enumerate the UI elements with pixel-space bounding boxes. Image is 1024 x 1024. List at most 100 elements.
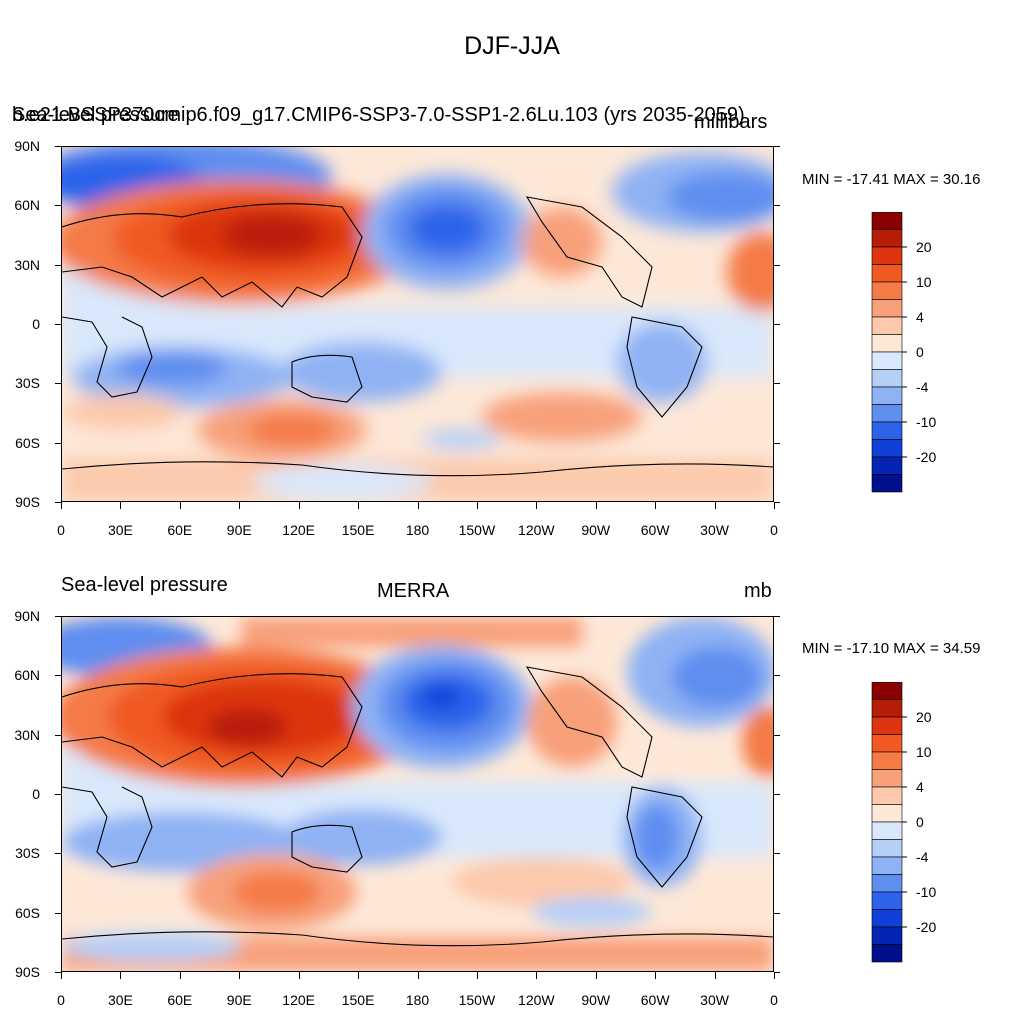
y-tick-mark <box>774 853 780 855</box>
y-tick-mark <box>55 734 61 736</box>
x-tick-label: 180 <box>405 522 430 538</box>
colorbar-swatch <box>871 944 903 963</box>
x-tick-mark <box>358 502 360 509</box>
x-tick-mark <box>595 972 597 979</box>
colorbar-swatch <box>871 456 903 475</box>
colorbar-swatch <box>871 874 903 893</box>
y-tick-mark <box>55 675 61 677</box>
y-tick-mark <box>774 794 780 795</box>
x-tick-label: 30W <box>700 992 729 1008</box>
y-tick-mark <box>774 616 780 617</box>
x-tick-mark <box>417 972 419 979</box>
y-tick-mark <box>55 972 61 973</box>
x-tick-mark <box>774 972 775 979</box>
x-tick-label: 60E <box>167 522 193 538</box>
y-tick-label: 90S <box>15 964 40 980</box>
x-tick-label: 150W <box>458 992 496 1008</box>
colorbar-swatch <box>871 821 903 840</box>
x-tick-mark <box>714 972 716 979</box>
y-tick-mark <box>55 502 61 503</box>
colorbar: 20 10 4 0 -4 -10 -20 <box>871 212 936 493</box>
y-tick-mark <box>55 912 61 914</box>
colorbar-swatch <box>871 751 903 770</box>
colorbar-label: 10 <box>916 274 932 290</box>
colorbar-label: 4 <box>916 309 924 325</box>
colorbar-swatch <box>871 891 903 910</box>
y-tick-mark <box>55 146 61 147</box>
x-tick-mark <box>239 502 241 509</box>
x-tick-mark <box>774 502 775 509</box>
colorbar-swatch <box>871 264 903 283</box>
x-tick-mark <box>417 502 419 509</box>
panel-units: mb <box>744 580 772 602</box>
y-tick-label: 60N <box>14 197 40 214</box>
panel-variable-label: Sea-level pressure <box>12 104 179 126</box>
y-tick-label: 60N <box>14 667 40 684</box>
x-tick-label: 90W <box>581 522 611 538</box>
colorbar-label: 0 <box>916 814 924 830</box>
colorbar: 20 10 4 0 -4 -10 -20 <box>871 682 936 963</box>
y-tick-label: 90S <box>15 494 40 510</box>
y-tick-label: 0 <box>32 786 40 802</box>
panel-units: millibars <box>694 111 768 133</box>
colorbar-swatch <box>871 421 903 440</box>
colorbar-swatch <box>871 212 903 230</box>
x-tick-mark <box>655 502 657 509</box>
x-tick-mark <box>179 502 181 509</box>
colorbar-label: -4 <box>916 379 929 395</box>
x-tick-label: 0 <box>770 992 778 1008</box>
y-tick-mark <box>774 442 780 444</box>
x-tick-mark <box>120 972 122 979</box>
colorbar-swatch <box>871 926 903 945</box>
y-tick-label: 30S <box>15 845 40 862</box>
x-tick-label: 150E <box>341 992 375 1008</box>
colorbar-swatch <box>871 439 903 458</box>
y-tick-mark <box>55 616 61 617</box>
x-tick-label: 90E <box>226 522 252 538</box>
colorbar-swatch <box>871 769 903 788</box>
colorbar-swatch <box>871 246 903 265</box>
colorbar-swatch <box>871 369 903 388</box>
x-tick-label: 0 <box>57 992 65 1008</box>
x-tick-mark <box>536 972 538 979</box>
panel-variable-label: Sea-level pressure <box>61 574 228 596</box>
colorbar-label: -10 <box>916 414 936 430</box>
y-tick-mark <box>55 794 61 795</box>
x-tick-label: 0 <box>57 522 65 538</box>
y-tick-mark <box>774 734 780 736</box>
x-tick-label: 30E <box>107 522 133 538</box>
x-tick-label: 120W <box>518 992 555 1008</box>
colorbar-label: 20 <box>916 709 932 725</box>
x-tick-mark <box>298 502 300 509</box>
colorbar-label: 20 <box>916 239 932 255</box>
x-tick-mark <box>358 972 360 979</box>
x-tick-label: 120E <box>282 522 315 538</box>
x-tick-mark <box>239 972 241 979</box>
x-tick-label: 150E <box>341 522 375 538</box>
x-tick-mark <box>714 502 716 509</box>
y-tick-mark <box>55 442 61 444</box>
y-tick-label: 30N <box>14 256 40 273</box>
y-tick-label: 60S <box>15 434 40 451</box>
colorbar-swatch <box>871 909 903 928</box>
x-tick-mark <box>120 502 122 509</box>
x-tick-label: 120E <box>282 992 315 1008</box>
colorbar-swatch <box>871 734 903 753</box>
colorbar-swatch <box>871 786 903 805</box>
y-tick-label: 90N <box>14 138 40 154</box>
x-tick-label: 60W <box>640 522 670 538</box>
x-tick-label: 90E <box>226 992 252 1008</box>
x-tick-label: 30W <box>700 522 729 538</box>
colorbar-swatch <box>871 404 903 423</box>
y-tick-label: 90N <box>14 608 40 624</box>
x-tick-mark <box>655 972 657 979</box>
y-tick-label: 0 <box>32 316 40 332</box>
colorbar-label: 0 <box>916 344 924 360</box>
colorbar-swatch <box>871 316 903 335</box>
y-tick-mark <box>55 264 61 266</box>
y-tick-mark <box>774 912 780 914</box>
colorbar-swatch <box>871 386 903 405</box>
colorbar-swatch <box>871 856 903 875</box>
x-tick-label: 60W <box>640 992 670 1008</box>
x-tick-mark <box>536 502 538 509</box>
